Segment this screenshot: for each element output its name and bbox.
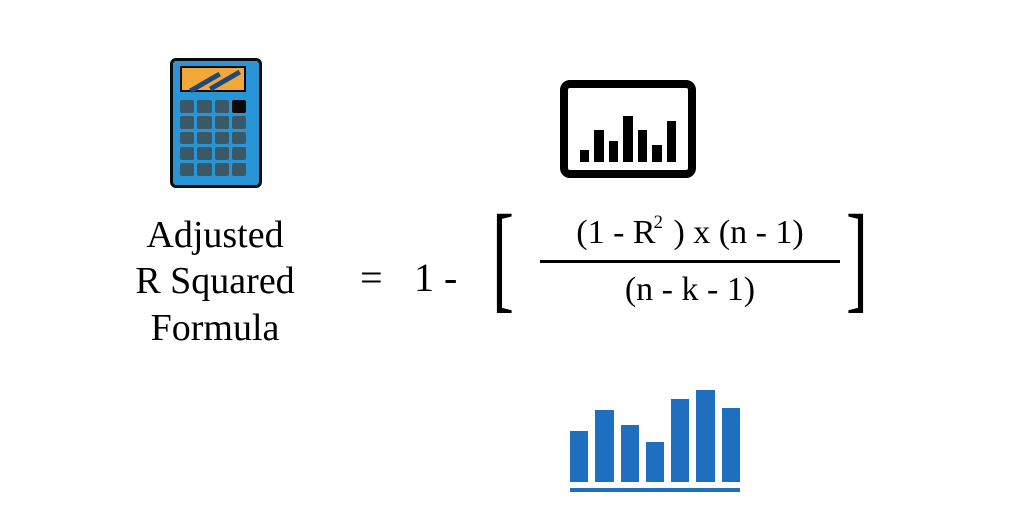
monitor-bar	[652, 145, 661, 162]
bluechart-bar	[722, 408, 740, 482]
bluechart-baseline	[570, 488, 740, 492]
calculator-icon	[170, 58, 262, 188]
calculator-keys	[180, 100, 246, 176]
formula-prefix: 1 -	[414, 254, 457, 301]
bluechart-bars	[570, 390, 740, 482]
calculator-screen	[180, 66, 246, 92]
bluechart-icon	[570, 390, 740, 490]
monitor-bar	[667, 121, 676, 162]
left-bracket: [	[492, 188, 514, 326]
bluechart-bar	[696, 390, 714, 482]
fraction-bar	[540, 260, 840, 263]
title-line-3: Formula	[80, 305, 350, 351]
monitor-bar	[623, 116, 632, 162]
monitor-bar	[638, 130, 647, 162]
bluechart-bar	[671, 399, 689, 482]
formula-title: Adjusted R Squared Formula	[80, 212, 350, 351]
bluechart-bar	[570, 431, 588, 482]
bluechart-bar	[595, 410, 613, 482]
monitor-bar	[609, 141, 618, 162]
title-line-2: R Squared	[80, 258, 350, 304]
right-bracket: ]	[846, 188, 868, 326]
fraction-denominator: (n - k - 1)	[540, 269, 840, 309]
monitor-bars	[580, 104, 676, 162]
fraction-numerator: (1 - R2 ) x (n - 1)	[540, 214, 840, 256]
bluechart-bar	[621, 425, 639, 482]
formula-fraction: (1 - R2 ) x (n - 1) (n - k - 1)	[540, 214, 840, 309]
monitor-bar	[594, 130, 603, 162]
bluechart-bar	[646, 442, 664, 482]
canvas: Adjusted R Squared Formula = 1 - [ ] (1 …	[0, 0, 1024, 526]
monitor-icon	[560, 80, 696, 178]
equals-sign: =	[360, 254, 383, 301]
title-line-1: Adjusted	[80, 212, 350, 258]
monitor-bar	[580, 150, 589, 162]
